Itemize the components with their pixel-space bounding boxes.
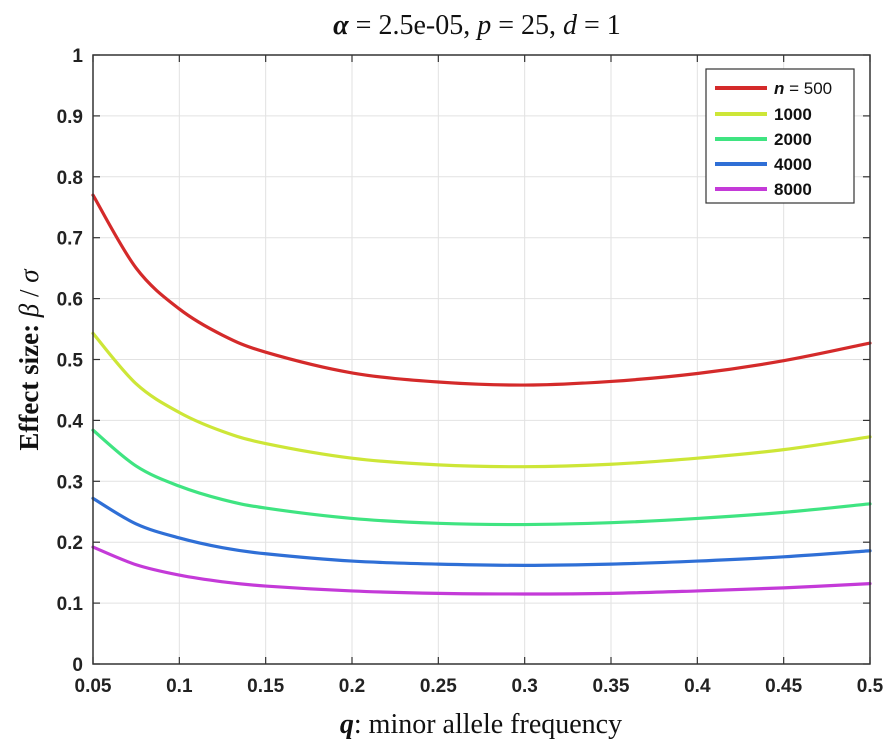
x-tick-label: 0.35 [593,676,630,697]
axis-ticks [92,54,871,665]
chart-title: α = 2.5e-05, p = 25, d = 1 [333,10,621,41]
y-tick-label: 0.8 [57,168,83,189]
legend-n-symbol: n [774,79,784,98]
y-tick-label: 0.3 [57,472,83,493]
y-axis-label-text: Effect size: [14,317,44,450]
legend-n-eq: = 500 [784,79,832,98]
x-tick-label: 0.2 [339,676,365,697]
y-tick-label: 0.1 [57,594,84,615]
x-axis-label: q: minor allele frequency [340,709,622,740]
y-tick-labels: 0 0.1 0.2 0.3 0.4 0.5 0.6 0.7 0.8 0.9 1 [57,46,84,676]
legend-label-500: n = 500 [774,79,832,98]
y-axis-label-slash: / [14,283,44,304]
x-tick-label: 0.3 [511,676,537,697]
legend-box [705,68,855,204]
legend: n = 500 1000 2000 4000 8000 [705,68,855,204]
y-axis-label-sigma: σ [14,268,44,283]
x-axis-label-symbol: q [340,709,354,740]
x-tick-label: 0.1 [166,676,193,697]
x-tick-label: 0.45 [765,676,802,697]
legend-label-2000: 2000 [774,130,812,149]
series-line-500 [91,193,872,387]
y-tick-label: 0.6 [57,290,83,311]
y-tick-label: 1 [72,46,83,67]
legend-label-1000: 1000 [774,105,812,124]
x-tick-label: 0.05 [75,676,112,697]
legend-label-4000: 4000 [774,155,812,174]
y-tick-label: 0 [72,655,83,676]
title-alpha-value: = 2.5e-05, [349,10,478,41]
x-axis-label-text: : minor allele frequency [354,709,622,740]
y-axis-label-beta: β [14,303,44,318]
y-tick-label: 0.5 [57,351,84,372]
y-tick-label: 0.4 [57,411,84,432]
legend-label-8000: 8000 [774,180,812,199]
title-p-symbol: p [475,10,491,41]
title-d-symbol: d [563,10,578,41]
x-tick-label: 0.4 [684,676,711,697]
y-tick-label: 0.7 [57,229,83,250]
series-line-8000 [91,545,872,596]
series-line-4000 [91,496,872,567]
title-d-value: = 1 [577,10,621,41]
series-line-1000 [91,331,872,469]
series-layer [91,193,872,596]
series-line-2000 [91,428,872,527]
x-tick-labels: 0.05 0.1 0.15 0.2 0.25 0.3 0.35 0.4 0.45 0.5 [75,676,884,697]
x-tick-label: 0.5 [857,676,884,697]
x-tick-label: 0.15 [247,676,284,697]
title-p-value: = 25, [491,10,563,41]
y-tick-label: 0.9 [57,107,83,128]
x-tick-label: 0.25 [420,676,457,697]
y-tick-label: 0.2 [57,533,83,554]
y-axis-label: Effect size: β / σ [14,268,44,451]
title-alpha-symbol: α [333,10,349,41]
